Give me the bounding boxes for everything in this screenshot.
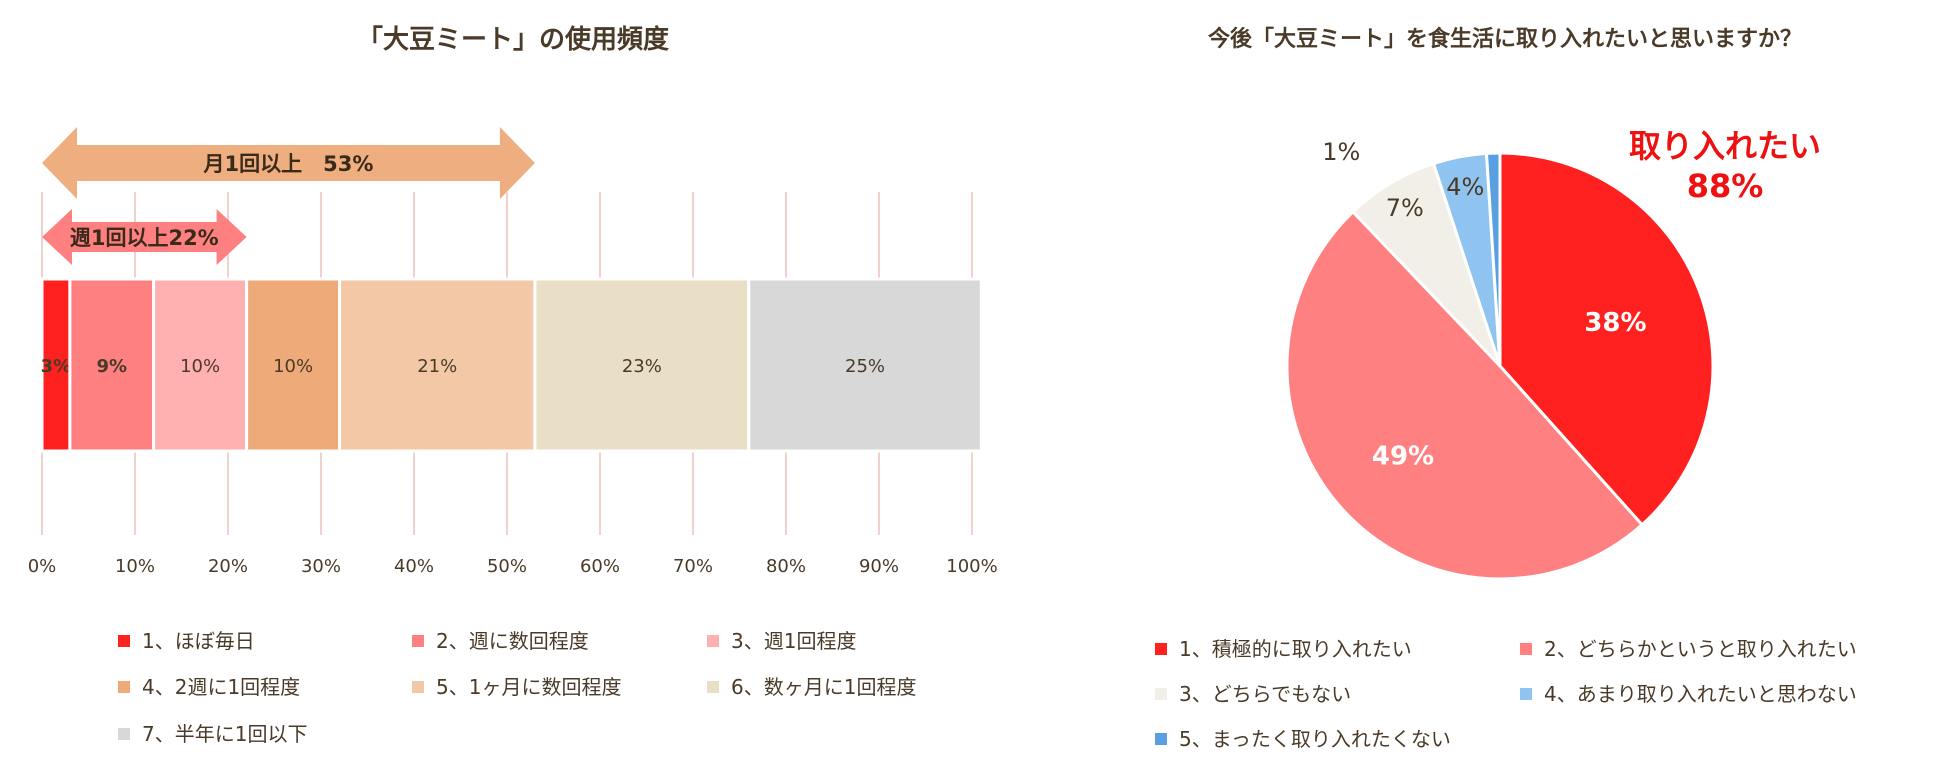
bar-segments: 3% 9% 10% 10% 21% 23% 25%: [40, 277, 983, 453]
bar-annotations: 月1回以上 53% 週1回以上22%: [42, 127, 535, 265]
bar-chart-title: 「大豆ミート」の使用頻度: [357, 24, 669, 55]
bar-segment-label: 3%: [41, 356, 72, 377]
pie-labels: 38% 49% 7% 4% 1%: [1322, 138, 1646, 471]
pie-slice-label: 4%: [1446, 173, 1484, 201]
bar-segment-label: 10%: [273, 356, 313, 377]
pie-slice: [1498, 151, 1715, 527]
legend-swatch: [412, 681, 424, 693]
bar-segment: [747, 277, 983, 453]
x-tick-label: 20%: [208, 556, 248, 577]
bar-segment-label: 21%: [417, 356, 457, 377]
legend-swatch: [707, 681, 719, 693]
annotation-label: 月1回以上 53%: [203, 152, 374, 176]
bar-segment: [68, 277, 156, 453]
pie-chart-title: 今後「大豆ミート」を食生活に取り入れたいと思いますか？: [1208, 26, 1802, 52]
bar-segment-label: 23%: [622, 356, 662, 377]
x-tick-label: 100%: [946, 556, 997, 577]
legend-label: 4、あまり取り入れたいと思わない: [1544, 682, 1857, 706]
legend-label: 4、2週に1回程度: [142, 675, 300, 699]
bar-segment-label: 10%: [180, 356, 220, 377]
legend-label: 1、積極的に取り入れたい: [1179, 637, 1412, 661]
x-tick-label: 30%: [301, 556, 341, 577]
legend-label: 1、ほぼ毎日: [142, 629, 255, 653]
legend-label: 3、週1回程度: [731, 629, 856, 653]
bar-segment: [152, 277, 249, 453]
bar-segment: [533, 277, 751, 453]
legend-swatch: [1155, 733, 1167, 745]
legend-label: 7、半年に1回以下: [142, 722, 307, 746]
intention-pie-chart: 今後「大豆ミート」を食生活に取り入れたいと思いますか？ 38% 49% 7% 4% 1%…: [1155, 26, 1857, 751]
annotation-arrow: [42, 127, 535, 199]
bar-segment: [338, 277, 537, 453]
pie-slice-label: 1%: [1322, 138, 1360, 166]
pie-slice-label: 49%: [1372, 442, 1434, 472]
pie-slice-label: 7%: [1386, 194, 1424, 222]
bar-legend: 1、ほぼ毎日 2、週に数回程度 3、週1回程度 4、2週に1回程度 5、1ヶ月に数回程度…: [118, 629, 916, 746]
x-tick-label: 10%: [115, 556, 155, 577]
legend-swatch: [1155, 688, 1167, 700]
legend-swatch: [118, 635, 130, 647]
x-tick-label: 60%: [580, 556, 620, 577]
x-tick-label: 40%: [394, 556, 434, 577]
bar-segment-label: 25%: [845, 356, 885, 377]
x-axis-ticks: 0% 10% 20% 30% 40% 50% 60% 70% 80% 90% 100%: [28, 556, 998, 577]
pie-slice: [1285, 209, 1645, 581]
bar-segment: [40, 277, 72, 453]
pie-slice: [1484, 151, 1502, 367]
x-tick-label: 50%: [487, 556, 527, 577]
pie-annotation-line1: 取り入れたい: [1629, 127, 1821, 165]
legend-label: 6、数ヶ月に1回程度: [731, 675, 916, 699]
bar-segment-label: 9%: [96, 356, 127, 377]
usage-frequency-chart: 「大豆ミート」の使用頻度 0% 10% 20% 30% 40% 50% 60% 70% 80% 9…: [28, 24, 998, 746]
legend-label: 3、どちらでもない: [1179, 682, 1351, 706]
pie-slice-label: 38%: [1584, 308, 1646, 338]
legend-swatch: [1155, 643, 1167, 655]
pie-legend: 1、積極的に取り入れたい 2、どちらかというと取り入れたい 3、どちらでもない 4、あ…: [1155, 637, 1857, 751]
legend-swatch: [118, 681, 130, 693]
bar-segment: [245, 277, 342, 453]
legend-label: 2、どちらかというと取り入れたい: [1544, 637, 1857, 661]
pie-annotation-line2: 88%: [1687, 167, 1764, 205]
legend-label: 5、まったく取り入れたくない: [1179, 727, 1451, 751]
legend-label: 2、週に数回程度: [436, 629, 589, 653]
x-tick-label: 70%: [673, 556, 713, 577]
legend-swatch: [412, 635, 424, 647]
pie-slices: [1285, 151, 1715, 581]
x-tick-label: 80%: [766, 556, 806, 577]
annotation-label: 週1回以上22%: [70, 226, 219, 250]
legend-swatch: [1520, 643, 1532, 655]
annotation-arrow: [42, 209, 247, 265]
x-tick-label: 0%: [28, 556, 57, 577]
legend-swatch: [118, 728, 130, 740]
x-tick-label: 90%: [859, 556, 899, 577]
legend-label: 5、1ヶ月に数回程度: [436, 675, 621, 699]
legend-swatch: [1520, 688, 1532, 700]
legend-swatch: [707, 635, 719, 647]
